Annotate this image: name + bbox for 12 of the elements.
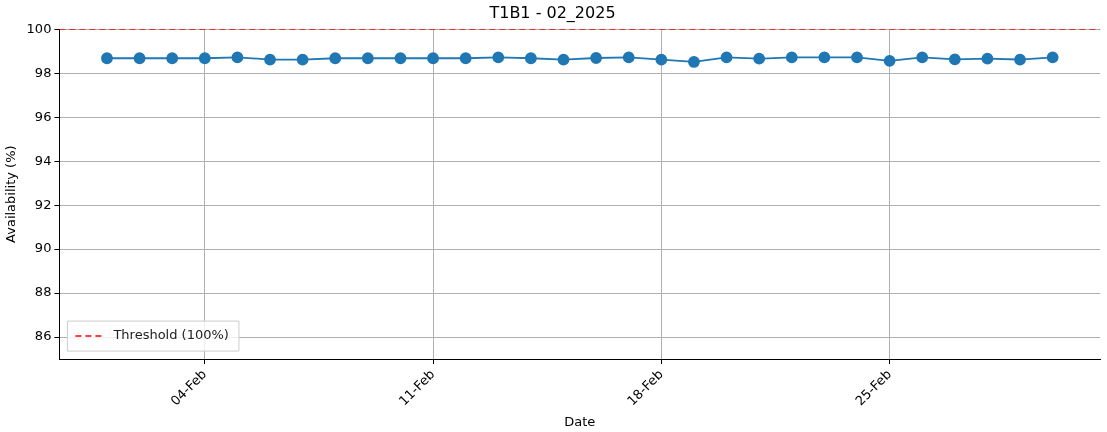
y-tick-label: 96 [34,108,52,124]
y-tick-label: 94 [34,152,52,168]
y-tick-label: 88 [34,284,52,300]
y-tick-label: 92 [34,196,52,212]
x-axis-title: Date [564,413,596,429]
legend-label: Threshold (100%) [112,327,229,343]
y-tick-label: 100 [26,20,52,36]
chart-title: T1B1 - 02_2025 [488,2,616,23]
y-axis-title: Availability (%) [3,145,19,243]
y-tick-label: 98 [34,64,52,80]
y-tick-label: 90 [34,240,52,256]
y-tick-label: 86 [34,328,52,344]
